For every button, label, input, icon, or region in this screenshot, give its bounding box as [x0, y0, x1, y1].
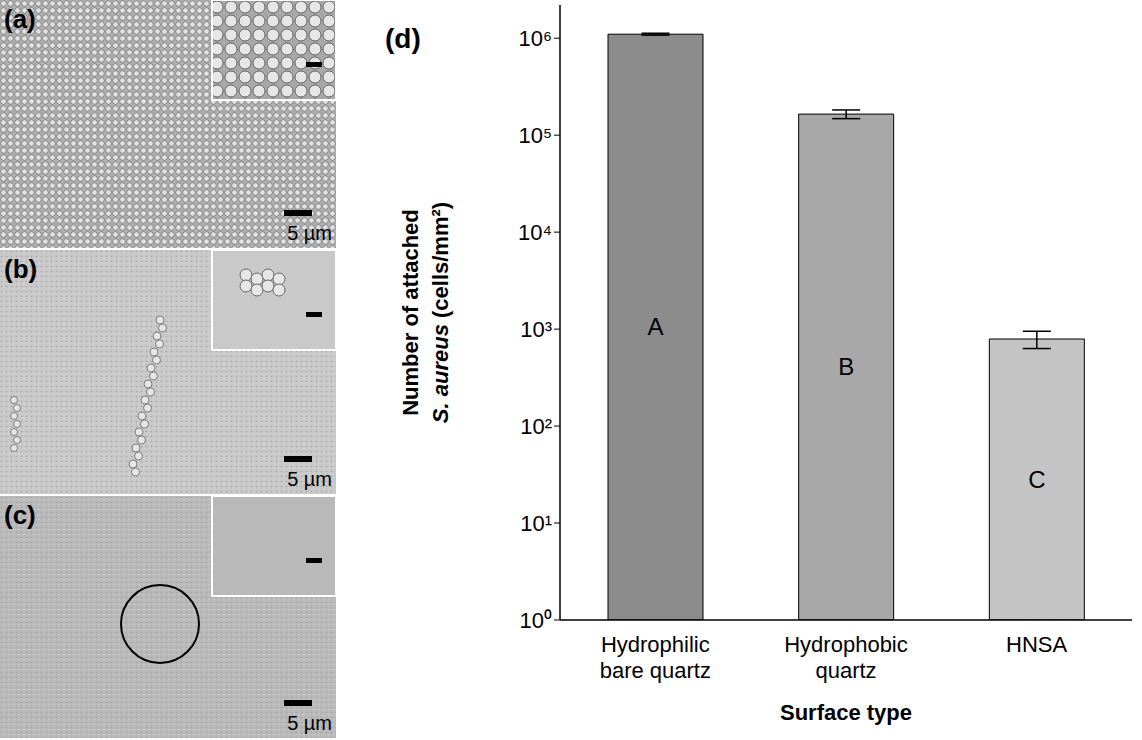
svg-text:(b): (b)	[4, 254, 37, 284]
svg-text:C: C	[1028, 466, 1045, 493]
svg-text:10³: 10³	[520, 317, 552, 342]
svg-text:5 µm: 5 µm	[287, 712, 332, 734]
svg-text:5 µm: 5 µm	[287, 222, 332, 244]
svg-text:10⁴: 10⁴	[518, 220, 552, 245]
svg-text:HNSA: HNSA	[1006, 632, 1067, 657]
svg-text:10¹: 10¹	[520, 511, 552, 536]
svg-text:S. aureus (cells/mm²): S. aureus (cells/mm²)	[428, 202, 453, 423]
svg-text:10⁵: 10⁵	[518, 123, 552, 148]
svg-text:B: B	[838, 353, 854, 380]
svg-text:Surface type: Surface type	[780, 700, 912, 725]
svg-text:10⁰: 10⁰	[520, 608, 552, 633]
svg-text:10²: 10²	[520, 414, 552, 439]
svg-text:10⁶: 10⁶	[518, 26, 552, 51]
svg-text:Hydrophobicquartz: Hydrophobicquartz	[784, 632, 908, 683]
svg-text:(c): (c)	[4, 500, 36, 530]
svg-text:Number of attached: Number of attached	[398, 209, 423, 416]
svg-text:A: A	[647, 313, 663, 340]
svg-text:Hydrophilicbare quartz: Hydrophilicbare quartz	[600, 632, 711, 683]
svg-text:5 µm: 5 µm	[287, 468, 332, 490]
svg-text:(a): (a)	[4, 4, 36, 34]
svg-text:(d): (d)	[385, 23, 421, 54]
